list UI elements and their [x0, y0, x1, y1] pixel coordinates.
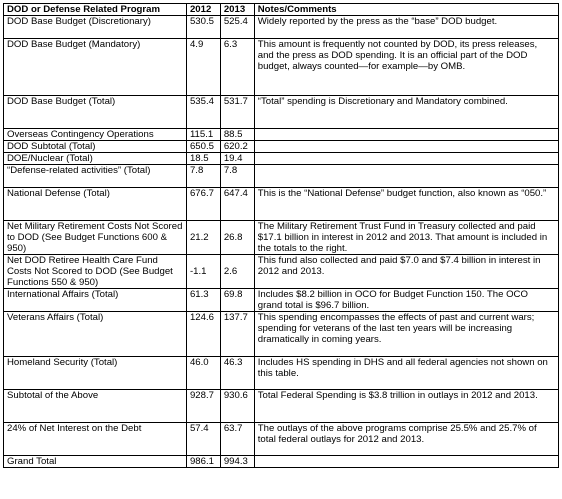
notes-cell: “Total” spending is Discretionary and Ma… [253, 95, 560, 129]
value-2012-cell: 57.4 [185, 422, 221, 456]
table-row: Veterans Affairs (Total) 124.6 137.7 Thi… [3, 311, 560, 357]
table-row: DOD Base Budget (Discretionary) 530.5 52… [3, 15, 560, 39]
value-2012-cell: 115.1 [185, 128, 221, 141]
notes-cell [253, 140, 560, 153]
table-row: Subtotal of the Above 928.7 930.6 Total … [3, 389, 560, 423]
table-row: Net DOD Retiree Health Care Fund Costs N… [3, 254, 560, 289]
program-cell: DOD Base Budget (Mandatory) [3, 38, 187, 96]
value-2013-cell: 930.6 [219, 389, 255, 423]
notes-cell: This spending encompasses the effects of… [253, 311, 560, 357]
program-cell: “Defense-related activities” (Total) [3, 164, 187, 188]
value-2013-cell: 19.4 [219, 152, 255, 165]
table-row: National Defense (Total) 676.7 647.4 Thi… [3, 187, 560, 221]
value-2013-cell: 2.6 [219, 254, 255, 289]
value-2013-cell: 525.4 [219, 15, 255, 39]
value-2012-cell: 124.6 [185, 311, 221, 357]
table-row: DOD Base Budget (Mandatory) 4.9 6.3 This… [3, 38, 560, 96]
program-cell: DOE/Nuclear (Total) [3, 152, 187, 165]
header-program: DOD or Defense Related Program [3, 3, 187, 16]
value-2012-cell: 4.9 [185, 38, 221, 96]
table-row: Overseas Contingency Operations 115.1 88… [3, 128, 560, 141]
notes-cell [253, 128, 560, 141]
notes-cell: The outlays of the above programs compri… [253, 422, 560, 456]
value-2012-cell: 928.7 [185, 389, 221, 423]
value-2012-cell: 21.2 [185, 220, 221, 255]
notes-cell [253, 164, 560, 188]
value-2013-cell: 26.8 [219, 220, 255, 255]
notes-cell [253, 455, 560, 468]
program-cell: DOD Base Budget (Total) [3, 95, 187, 129]
program-cell: Grand Total [3, 455, 187, 468]
value-2013-cell: 69.8 [219, 288, 255, 312]
program-cell: 24% of Net Interest on the Debt [3, 422, 187, 456]
value-2012-cell: 535.4 [185, 95, 221, 129]
value-2012-cell: 530.5 [185, 15, 221, 39]
program-cell: DOD Base Budget (Discretionary) [3, 15, 187, 39]
value-2012-cell: 650.5 [185, 140, 221, 153]
value-2012-cell: 61.3 [185, 288, 221, 312]
notes-cell: Widely reported by the press as the “bas… [253, 15, 560, 39]
value-2013-cell: 46.3 [219, 356, 255, 390]
table-row: 24% of Net Interest on the Debt 57.4 63.… [3, 422, 560, 456]
program-cell: DOD Subtotal (Total) [3, 140, 187, 153]
value-2013-cell: 63.7 [219, 422, 255, 456]
table-row: Net Military Retirement Costs Not Scored… [3, 220, 560, 255]
table-row: DOE/Nuclear (Total) 18.5 19.4 [3, 152, 560, 165]
value-2013-cell: 647.4 [219, 187, 255, 221]
program-cell: Net DOD Retiree Health Care Fund Costs N… [3, 254, 187, 289]
notes-cell: The Military Retirement Trust Fund in Tr… [253, 220, 560, 255]
notes-cell: This amount is frequently not counted by… [253, 38, 560, 96]
value-2013-cell: 531.7 [219, 95, 255, 129]
header-row: DOD or Defense Related Program 2012 2013… [3, 3, 560, 16]
notes-cell: This is the “National Defense” budget fu… [253, 187, 560, 221]
header-2012: 2012 [185, 3, 221, 16]
value-2013-cell: 620.2 [219, 140, 255, 153]
value-2012-cell: 46.0 [185, 356, 221, 390]
program-cell: National Defense (Total) [3, 187, 187, 221]
value-2013-cell: 88.5 [219, 128, 255, 141]
notes-cell: This fund also collected and paid $7.0 a… [253, 254, 560, 289]
table-row: Grand Total 986.1 994.3 [3, 455, 560, 468]
program-cell: Net Military Retirement Costs Not Scored… [3, 220, 187, 255]
program-cell: Overseas Contingency Operations [3, 128, 187, 141]
table-row: International Affairs (Total) 61.3 69.8 … [3, 288, 560, 312]
value-2012-cell: 18.5 [185, 152, 221, 165]
value-2012-cell: 676.7 [185, 187, 221, 221]
table-row: DOD Subtotal (Total) 650.5 620.2 [3, 140, 560, 153]
notes-cell: Total Federal Spending is $3.8 trillion … [253, 389, 560, 423]
program-cell: International Affairs (Total) [3, 288, 187, 312]
value-2013-cell: 994.3 [219, 455, 255, 468]
notes-cell: Includes HS spending in DHS and all fede… [253, 356, 560, 390]
notes-cell: Includes $8.2 billion in OCO for Budget … [253, 288, 560, 312]
table-row: “Defense-related activities” (Total) 7.8… [3, 164, 560, 188]
table-row: Homeland Security (Total) 46.0 46.3 Incl… [3, 356, 560, 390]
value-2012-cell: 7.8 [185, 164, 221, 188]
defense-budget-table: DOD or Defense Related Program 2012 2013… [3, 3, 560, 468]
program-cell: Subtotal of the Above [3, 389, 187, 423]
value-2013-cell: 7.8 [219, 164, 255, 188]
program-cell: Veterans Affairs (Total) [3, 311, 187, 357]
notes-cell [253, 152, 560, 165]
value-2013-cell: 6.3 [219, 38, 255, 96]
value-2012-cell: 986.1 [185, 455, 221, 468]
value-2013-cell: 137.7 [219, 311, 255, 357]
header-notes: Notes/Comments [253, 3, 560, 16]
header-2013: 2013 [219, 3, 255, 16]
table-row: DOD Base Budget (Total) 535.4 531.7 “Tot… [3, 95, 560, 129]
program-cell: Homeland Security (Total) [3, 356, 187, 390]
value-2012-cell: -1.1 [185, 254, 221, 289]
